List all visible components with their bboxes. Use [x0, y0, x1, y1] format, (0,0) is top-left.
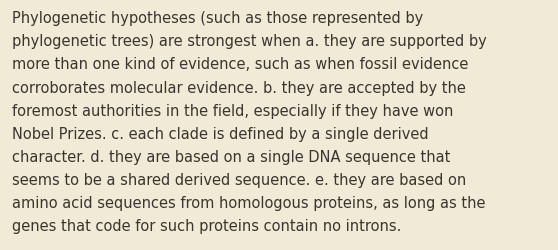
Text: Nobel Prizes. c. each clade is defined by a single derived: Nobel Prizes. c. each clade is defined b… [12, 126, 429, 141]
Text: foremost authorities in the field, especially if they have won: foremost authorities in the field, espec… [12, 103, 454, 118]
Text: more than one kind of evidence, such as when fossil evidence: more than one kind of evidence, such as … [12, 57, 469, 72]
Text: corroborates molecular evidence. b. they are accepted by the: corroborates molecular evidence. b. they… [12, 80, 466, 95]
Text: genes that code for such proteins contain no introns.: genes that code for such proteins contai… [12, 218, 402, 233]
Text: phylogenetic trees) are strongest when a. they are supported by: phylogenetic trees) are strongest when a… [12, 34, 487, 49]
Text: seems to be a shared derived sequence. e. they are based on: seems to be a shared derived sequence. e… [12, 172, 466, 187]
Text: amino acid sequences from homologous proteins, as long as the: amino acid sequences from homologous pro… [12, 195, 486, 210]
Text: Phylogenetic hypotheses (such as those represented by: Phylogenetic hypotheses (such as those r… [12, 11, 424, 26]
Text: character. d. they are based on a single DNA sequence that: character. d. they are based on a single… [12, 149, 451, 164]
